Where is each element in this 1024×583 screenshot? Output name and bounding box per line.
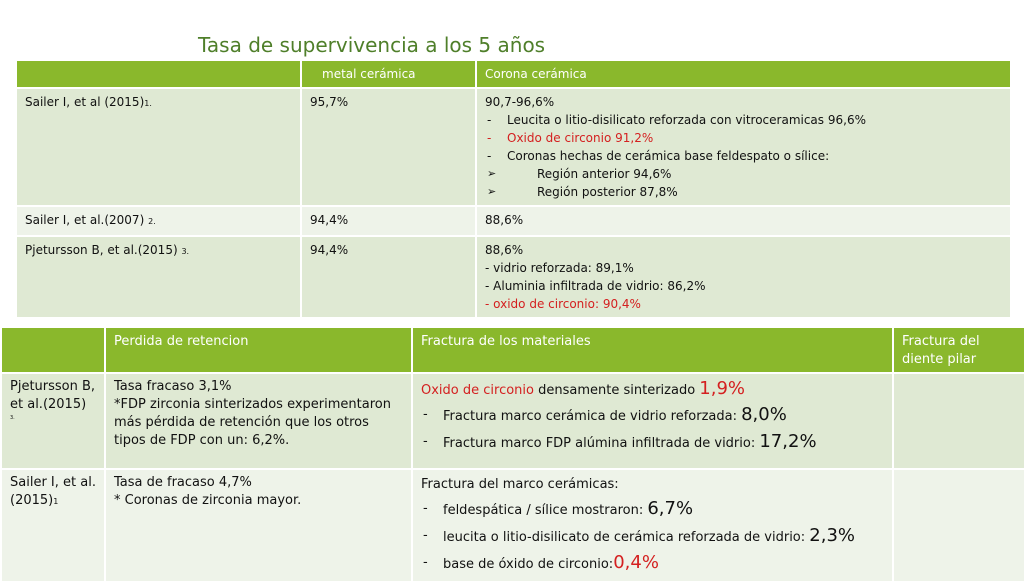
header-perdida-retencion: Perdida de retencion bbox=[104, 326, 413, 374]
fractura-item-text: leucita o litio-disilicato de cerámica r… bbox=[443, 530, 810, 545]
fractura-lead-text: densamente sinterizado bbox=[533, 383, 700, 398]
list-item: Región posterior 87,8% bbox=[485, 183, 1002, 201]
corona-value: 88,6% bbox=[485, 243, 524, 257]
fractura-item-text: feldespática / sílice mostraron: bbox=[443, 503, 648, 518]
author-name: Sailer I, et al (2015) bbox=[25, 95, 145, 109]
fractura-lead-highlight: Oxido de circonio bbox=[421, 383, 534, 398]
corona-value: 88,6% bbox=[475, 205, 1012, 237]
fractura-item-value: 0,4% bbox=[613, 552, 659, 573]
corona-list: Leucita o litio-disilicato reforzada con… bbox=[485, 111, 1002, 165]
header-fractura-materiales: Fractura de los materiales bbox=[411, 326, 894, 374]
header-corona-ceramica: Corona cerámica bbox=[475, 59, 1012, 89]
fractura-item-text: Fractura marco cerámica de vidrio reforz… bbox=[443, 409, 742, 424]
list-item: Fractura marco FDP alúmina infiltrada de… bbox=[421, 429, 884, 456]
metal-value: 94,4% bbox=[300, 235, 477, 319]
corona-cell: 88,6% - vidrio reforzada: 89,1% - Alumin… bbox=[475, 235, 1012, 319]
corona-cell: 90,7-96,6% Leucita o litio-disilicato re… bbox=[475, 87, 1012, 207]
fractura-list: feldespática / sílice mostraron: 6,7% le… bbox=[421, 496, 884, 577]
author-name: Sailer I, et al. (2015) bbox=[10, 475, 96, 508]
fractura-item-value: 6,7% bbox=[647, 498, 694, 519]
reference-number: 1. bbox=[144, 99, 152, 108]
retencion-line: *FDP zirconia sinterizados experimentaro… bbox=[114, 397, 391, 448]
survival-table-header: metal cerámica Corona cerámica bbox=[15, 59, 1012, 89]
fractura-cell: Oxido de circonio densamente sinterizado… bbox=[411, 372, 894, 470]
fractura-lead-value: 1,9% bbox=[699, 378, 746, 399]
corona-sublist: Región anterior 94,6% Región posterior 8… bbox=[485, 165, 1002, 201]
header-fractura-pilar: Fractura del diente pilar bbox=[892, 326, 1024, 374]
retencion-line: Tasa de fracaso 4,7% bbox=[114, 475, 252, 490]
retencion-line: * Coronas de zirconia mayor. bbox=[114, 493, 302, 508]
failure-table-header: Perdida de retencion Fractura de los mat… bbox=[0, 326, 1024, 374]
list-item: feldespática / sílice mostraron: 6,7% bbox=[421, 496, 884, 523]
retencion-line: Tasa fracaso 3,1% bbox=[114, 379, 232, 394]
fractura-item-value: 2,3% bbox=[809, 525, 856, 546]
table-row: Pjetursson B, et al.(2015) 3. Tasa fraca… bbox=[0, 372, 1024, 470]
list-item: Región anterior 94,6% bbox=[485, 165, 1002, 183]
table-row: Sailer I, et al (2015)1. 95,7% 90,7-96,6… bbox=[15, 87, 1012, 207]
author-name: Pjetursson B, et al.(2015) bbox=[10, 379, 96, 412]
reference-number: 3. bbox=[181, 247, 190, 256]
fractura-item-value: 8,0% bbox=[741, 404, 787, 425]
list-item: Oxido de circonio 91,2% bbox=[485, 129, 1002, 147]
author-cell: Sailer I, et al.(2007) 2. bbox=[15, 205, 302, 237]
fractura-cell: Fractura del marco cerámicas: feldespáti… bbox=[411, 468, 894, 583]
author-cell: Pjetursson B, et al.(2015) 3. bbox=[0, 372, 106, 470]
reference-number: 3. bbox=[10, 415, 15, 421]
metal-value: 95,7% bbox=[300, 87, 477, 207]
header-metal-ceramica: metal cerámica bbox=[300, 59, 477, 89]
header-cell-empty bbox=[15, 59, 302, 89]
fractura-lead: Oxido de circonio densamente sinterizado… bbox=[421, 378, 884, 402]
author-cell: Pjetursson B, et al.(2015) 3. bbox=[15, 235, 302, 319]
pilar-cell bbox=[892, 372, 1024, 470]
fractura-item-value: 17,2% bbox=[759, 431, 817, 452]
list-item: Coronas hechas de cerámica base feldespa… bbox=[485, 147, 1002, 165]
pilar-cell bbox=[892, 468, 1024, 583]
fractura-list: Fractura marco cerámica de vidrio reforz… bbox=[421, 402, 884, 456]
header-cell-empty bbox=[0, 326, 106, 374]
author-name: Pjetursson B, et al.(2015) bbox=[25, 243, 178, 257]
author-cell: Sailer I, et al (2015)1. bbox=[15, 87, 302, 207]
corona-line-highlight: - oxido de circonio: 90,4% bbox=[485, 297, 641, 311]
reference-number: 2. bbox=[148, 217, 156, 226]
failure-table: Perdida de retencion Fractura de los mat… bbox=[0, 326, 1024, 583]
fractura-item-text: Fractura marco FDP alúmina infiltrada de… bbox=[443, 436, 760, 451]
list-item: Leucita o litio-disilicato reforzada con… bbox=[485, 111, 1002, 129]
author-cell: Sailer I, et al. (2015)1 bbox=[0, 468, 106, 583]
retencion-cell: Tasa de fracaso 4,7% * Coronas de zircon… bbox=[104, 468, 413, 583]
list-item: base de óxido de circonio:0,4% bbox=[421, 550, 884, 577]
table-row: Sailer I, et al. (2015)1 Tasa de fracaso… bbox=[0, 468, 1024, 583]
corona-line: - Aluminia infiltrada de vidrio: 86,2% bbox=[485, 279, 706, 293]
list-item: leucita o litio-disilicato de cerámica r… bbox=[421, 523, 884, 550]
corona-line: - vidrio reforzada: 89,1% bbox=[485, 261, 634, 275]
metal-value: 94,4% bbox=[300, 205, 477, 237]
corona-value: 90,7-96,6% bbox=[485, 95, 555, 109]
table-row: Pjetursson B, et al.(2015) 3. 94,4% 88,6… bbox=[15, 235, 1012, 319]
reference-number: 1 bbox=[53, 497, 59, 506]
author-name: Sailer I, et al.(2007) bbox=[25, 213, 145, 227]
fractura-lead: Fractura del marco cerámicas: bbox=[421, 477, 619, 492]
survival-table: metal cerámica Corona cerámica Sailer I,… bbox=[15, 59, 1012, 319]
table-row: Sailer I, et al.(2007) 2. 94,4% 88,6% bbox=[15, 205, 1012, 237]
retencion-cell: Tasa fracaso 3,1% *FDP zirconia sinteriz… bbox=[104, 372, 413, 470]
fractura-item-text: base de óxido de circonio: bbox=[443, 557, 614, 572]
page-title: Tasa de supervivencia a los 5 años bbox=[198, 33, 546, 57]
list-item: Fractura marco cerámica de vidrio reforz… bbox=[421, 402, 884, 429]
